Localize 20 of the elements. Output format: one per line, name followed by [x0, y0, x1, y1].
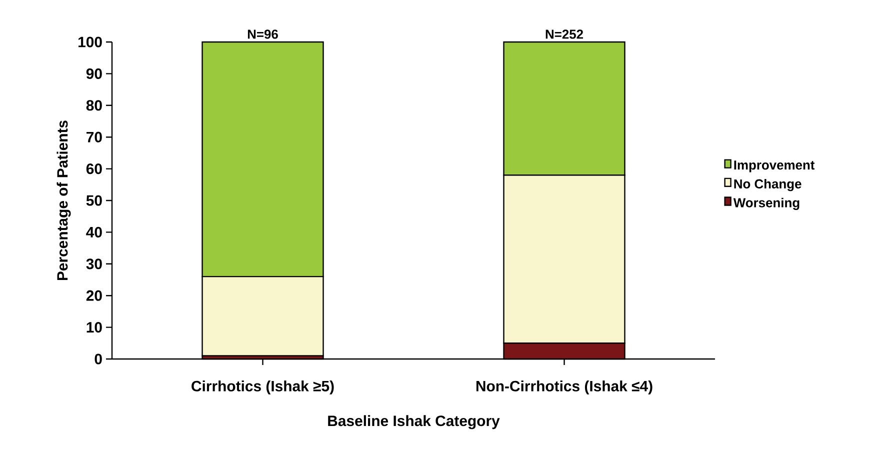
x-axis-title: Baseline Ishak Category	[328, 415, 500, 430]
y-tick-label: 80	[86, 100, 102, 111]
x-tick-label: Cirrhotics (Ishak ≥5)	[192, 380, 334, 394]
y-tick-label: 10	[86, 322, 102, 333]
y-tick-label: 100	[78, 36, 102, 48]
legend-label: Improvement	[734, 160, 815, 172]
y-tick-label: 70	[86, 132, 102, 142]
y-tick-label: 30	[86, 258, 102, 270]
legend-label: Worsening	[733, 198, 800, 210]
y-tick-label: 60	[86, 164, 102, 174]
y-tick-label: 50	[86, 195, 102, 206]
x-tick-label: Non-Cirrhotics (Ishak ≤4)	[476, 380, 652, 394]
y-tick-label: 90	[86, 68, 102, 79]
annotation: N=252	[546, 30, 583, 39]
y-tick-label: 40	[86, 226, 102, 238]
y-tick-label: 0	[94, 354, 102, 364]
y-axis-title: Percentage of Patients	[56, 120, 71, 280]
y-tick-label: 20	[86, 290, 102, 301]
legend-label: No Change	[734, 178, 802, 192]
annotation: N=96	[248, 30, 278, 39]
